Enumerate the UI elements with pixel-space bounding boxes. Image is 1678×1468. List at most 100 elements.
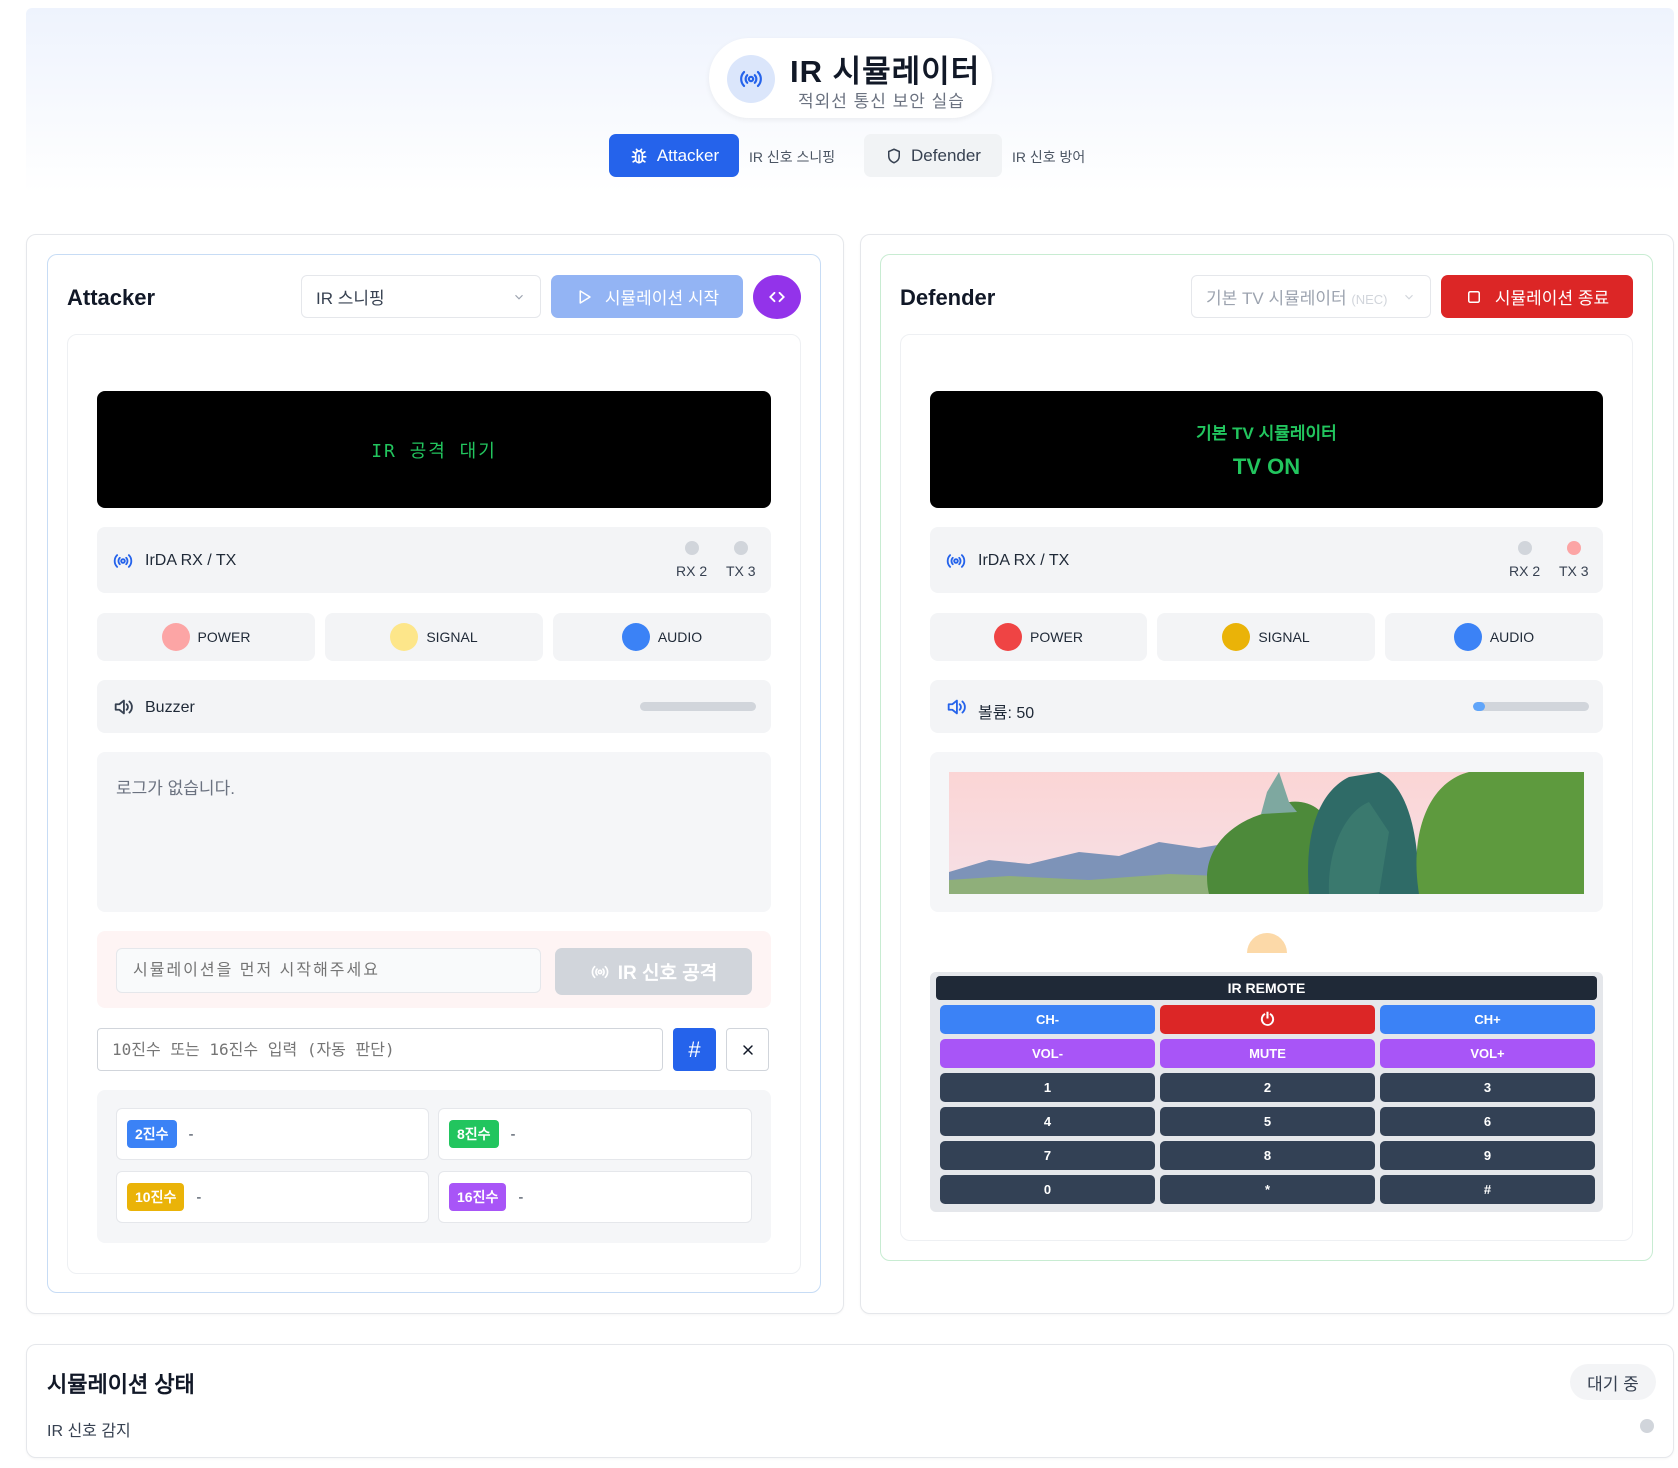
start-simulation-button[interactable]: 시뮬레이션 시작: [551, 275, 743, 318]
attack-mode-select[interactable]: IR 스니핑: [301, 275, 541, 318]
defender-irda-label: IrDA RX / TX: [978, 552, 1070, 569]
volume-meter: [1473, 702, 1589, 711]
remote-button-4[interactable]: 4: [940, 1107, 1155, 1136]
decimal-value: -: [196, 1188, 202, 1206]
remote-button-9[interactable]: 9: [1380, 1141, 1595, 1170]
radio-signal-icon: [112, 550, 134, 572]
audio-led: [1453, 623, 1482, 651]
attacker-display: IR 공격 대기: [97, 391, 771, 508]
attacker-log: [97, 752, 771, 912]
attacker-rx-label: RX 2: [676, 563, 708, 579]
attacker-tx-led: [734, 541, 748, 555]
signal-input[interactable]: [116, 948, 541, 993]
defender-rx-led: [1518, 541, 1532, 555]
radio-signal-icon: [727, 55, 775, 103]
chevron-down-icon: [1402, 290, 1416, 304]
defender-display-title: 기본 TV 시뮬레이터: [1196, 424, 1337, 443]
defender-tx-label: TX 3: [1559, 563, 1589, 579]
audio-label: AUDIO: [1489, 629, 1535, 645]
close-icon: [740, 1042, 756, 1058]
remote-button-mute[interactable]: MUTE: [1160, 1039, 1375, 1068]
shield-icon: [885, 147, 903, 165]
remote-buttons: CH- ⏻ CH+ VOL- MUTE VOL+ 1 2 3 4 5 6 7 8 9 0 * #: [940, 1005, 1596, 1205]
code-view-button[interactable]: [753, 275, 801, 319]
tab-defender-label: Defender: [911, 145, 981, 165]
buzzer-meter: [640, 702, 756, 711]
volume-meter-fill: [1473, 702, 1485, 711]
defender-display: 기본 TV 시뮬레이터 TV ON: [930, 391, 1603, 508]
remote-button-0[interactable]: 0: [940, 1175, 1155, 1204]
clear-button[interactable]: [726, 1028, 769, 1071]
buzzer-label: Buzzer: [145, 699, 195, 716]
remote-button-hash[interactable]: #: [1380, 1175, 1595, 1204]
remote-button-3[interactable]: 3: [1380, 1073, 1595, 1102]
remote-button-1[interactable]: 1: [940, 1073, 1155, 1102]
convert-button[interactable]: #: [673, 1028, 716, 1071]
remote-button-star[interactable]: *: [1160, 1175, 1375, 1204]
hex-result: 16진수 -: [438, 1171, 752, 1223]
power-led: [161, 623, 190, 651]
remote-button-vol-downup[interactable]: VOL+: [1380, 1039, 1595, 1068]
defender-signal-indicator: SIGNAL: [1157, 613, 1375, 661]
ir-receiver-sensor: [1247, 933, 1287, 953]
binary-value: -: [188, 1125, 194, 1143]
device-name: 기본 TV 시뮬레이터: [1206, 289, 1347, 308]
signal-label: SIGNAL: [1258, 629, 1310, 645]
remote-button-2[interactable]: 2: [1160, 1073, 1375, 1102]
power-label: POWER: [197, 629, 251, 645]
power-label: POWER: [1030, 629, 1083, 645]
status-title: 시뮬레이션 상태: [47, 1372, 195, 1397]
remote-button-ch-down[interactable]: CH-: [940, 1005, 1155, 1034]
start-simulation-label: 시뮬레이션 시작: [604, 289, 720, 308]
defender-irda-module: [930, 527, 1603, 593]
remote-button-5[interactable]: 5: [1160, 1107, 1375, 1136]
volume-label: 볼륨: 50: [978, 705, 1035, 722]
defender-title: Defender: [900, 285, 995, 311]
audio-led: [621, 623, 650, 651]
chevron-down-icon: [512, 290, 526, 304]
remote-button-ch-downup[interactable]: CH+: [1380, 1005, 1595, 1034]
defender-tx-led: [1567, 541, 1581, 555]
status-indicator-dot: [1640, 1419, 1654, 1433]
speaker-icon: [112, 696, 134, 718]
remote-button-8[interactable]: 8: [1160, 1141, 1375, 1170]
signal-label: SIGNAL: [426, 629, 478, 645]
tab-attacker-label: Attacker: [656, 145, 720, 165]
signal-led: [1222, 623, 1251, 651]
defender-display-status: TV ON: [1232, 454, 1301, 479]
ir-attack-button[interactable]: IR 신호 공격: [555, 948, 752, 995]
attacker-audio-indicator: AUDIO: [553, 613, 771, 661]
remote-button-6[interactable]: 6: [1380, 1107, 1595, 1136]
radio-signal-icon: [945, 550, 967, 572]
attacker-signal-indicator: SIGNAL: [325, 613, 543, 661]
defender-rx-label: RX 2: [1509, 563, 1541, 579]
decimal-result: 10진수 -: [116, 1171, 429, 1223]
stop-icon: [1465, 288, 1483, 306]
log-empty-text: 로그가 없습니다.: [116, 779, 235, 798]
device-protocol: (NEC): [1351, 292, 1388, 307]
device-select[interactable]: 기본 TV 시뮬레이터 (NEC): [1191, 275, 1431, 318]
signal-led: [390, 623, 419, 651]
remote-button-vol-down[interactable]: VOL-: [940, 1039, 1155, 1068]
tab-attacker-caption: IR 신호 스니핑: [749, 149, 836, 165]
defender-audio-indicator: AUDIO: [1385, 613, 1603, 661]
octal-value: -: [510, 1125, 516, 1143]
tab-attacker[interactable]: Attacker: [609, 134, 739, 177]
tab-defender-caption: IR 신호 방어: [1012, 149, 1086, 165]
octal-badge: 8진수: [449, 1120, 499, 1148]
binary-badge: 2진수: [127, 1120, 177, 1148]
status-item-label: IR 신호 감지: [47, 1423, 131, 1440]
hex-badge: 16진수: [449, 1183, 507, 1211]
defender-title-text: Defender: [900, 285, 996, 310]
stop-simulation-button[interactable]: 시뮬레이션 종료: [1441, 275, 1633, 318]
number-input[interactable]: [97, 1028, 663, 1071]
tab-defender[interactable]: Defender: [864, 134, 1002, 177]
attacker-title: Attacker: [67, 285, 156, 310]
remote-button-7[interactable]: 7: [940, 1141, 1155, 1170]
app-subtitle: 적외선 통신 보안 실습: [798, 92, 965, 111]
attacker-rx-led: [685, 541, 699, 555]
attack-mode-value: IR 스니핑: [316, 289, 385, 308]
binary-result: 2진수 -: [116, 1108, 429, 1160]
remote-button-power[interactable]: ⏻: [1160, 1005, 1375, 1034]
octal-result: 8진수 -: [438, 1108, 752, 1160]
